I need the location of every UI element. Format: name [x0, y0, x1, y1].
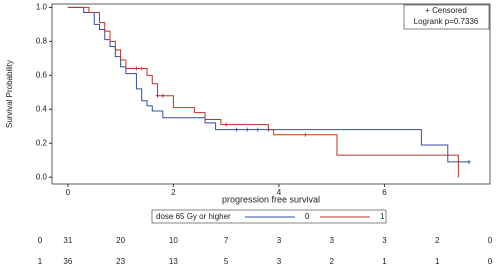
censor-mark [134, 66, 139, 71]
risk-row-label: 0 [38, 236, 43, 245]
risk-count: 20 [116, 236, 125, 245]
censor-mark [224, 122, 229, 127]
risk-count: 31 [63, 236, 72, 245]
risk-count: 0 [488, 236, 493, 245]
legend-label: 0 [305, 212, 310, 221]
inset-box [403, 4, 490, 30]
censor-mark [155, 93, 160, 98]
risk-count: 3 [277, 236, 282, 245]
y-tick-label: 0.8 [36, 36, 48, 45]
risk-row-label: 1 [38, 257, 43, 266]
y-tick-label: 0.0 [36, 172, 48, 181]
risk-count: 5 [224, 257, 229, 266]
legend-title: dose 65 Gy or higher [156, 212, 231, 221]
legend-box [151, 209, 387, 224]
risk-count: 10 [169, 236, 178, 245]
censor-mark [139, 66, 144, 71]
censor-mark [466, 159, 471, 164]
legend-label: 1 [380, 212, 385, 221]
y-tick-label: 0.2 [36, 138, 48, 147]
survival-curve [67, 6, 469, 163]
censor-mark [245, 127, 250, 132]
y-axis-label: Survival Probability [5, 60, 14, 128]
risk-count: 1 [382, 257, 387, 266]
y-tick-label: 1.0 [36, 3, 48, 12]
censor-mark [234, 127, 239, 132]
censor-mark [160, 93, 165, 98]
risk-count: 3 [382, 236, 387, 245]
risk-count: 23 [116, 257, 125, 266]
inset-text: Logrank p=0.7336 [414, 17, 479, 26]
survival-curve [67, 6, 459, 178]
risk-count: 2 [435, 236, 440, 245]
risk-count: 1 [435, 257, 440, 266]
x-tick-label: 4 [277, 188, 282, 197]
risk-count: 2 [329, 257, 334, 266]
risk-count: 13 [169, 257, 178, 266]
x-tick-label: 2 [171, 188, 176, 197]
risk-count: 0 [488, 257, 493, 266]
x-axis-label: progression free survival [222, 194, 320, 204]
risk-count: 36 [63, 257, 72, 266]
risk-count: 3 [277, 257, 282, 266]
plot-frame [51, 3, 491, 185]
censor-mark [303, 132, 308, 137]
risk-count: 3 [329, 236, 334, 245]
inset-text: + Censored [425, 6, 467, 15]
y-tick-label: 0.6 [36, 70, 48, 79]
x-tick-label: 0 [66, 188, 71, 197]
y-tick-label: 0.4 [36, 104, 48, 113]
risk-count: 7 [224, 236, 229, 245]
censor-mark [255, 127, 260, 132]
x-tick-label: 6 [382, 188, 387, 197]
